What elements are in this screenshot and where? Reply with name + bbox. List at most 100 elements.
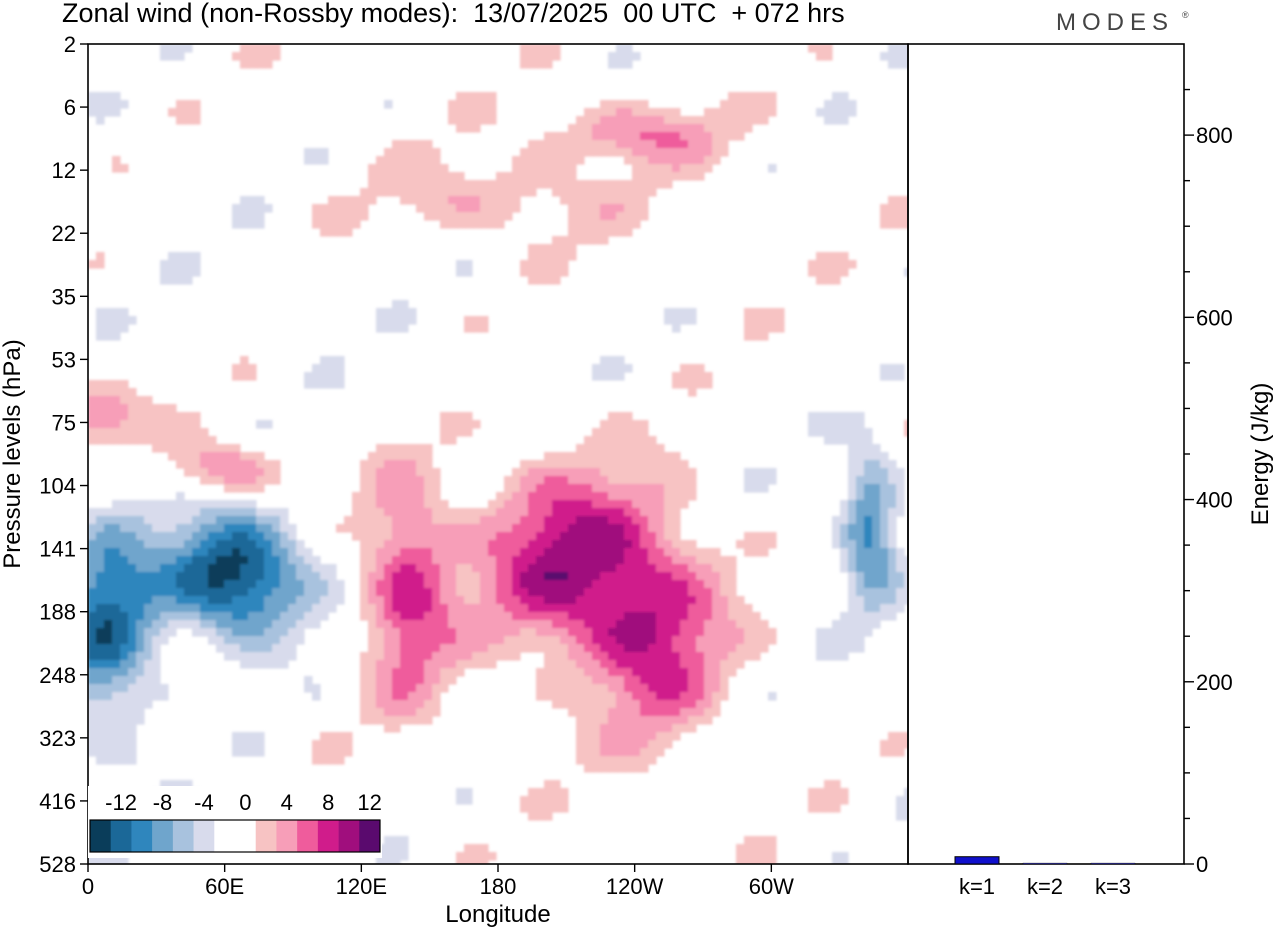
wind-cell <box>248 596 257 605</box>
wind-cell <box>592 140 601 149</box>
wind-cell <box>400 164 409 173</box>
y-tick-label: 416 <box>39 789 76 814</box>
wind-cell <box>192 580 201 589</box>
wind-cell <box>384 156 393 165</box>
wind-cell <box>424 636 433 645</box>
wind-cell <box>432 644 441 653</box>
wind-cell <box>360 652 369 661</box>
wind-cell <box>616 740 625 749</box>
wind-cell <box>696 380 705 389</box>
wind-cell <box>856 428 865 437</box>
wind-cell <box>608 628 617 637</box>
wind-cell <box>760 644 769 653</box>
wind-cell <box>840 652 849 661</box>
wind-cell <box>560 452 569 461</box>
wind-cell <box>368 660 377 669</box>
wind-cell <box>136 396 145 405</box>
wind-cell <box>768 860 777 864</box>
wind-cell <box>544 780 553 789</box>
wind-cell <box>856 452 865 461</box>
wind-cell <box>560 676 569 685</box>
wind-cell <box>496 172 505 181</box>
wind-cell <box>728 572 737 581</box>
wind-cell <box>888 372 897 381</box>
wind-cell <box>184 620 193 629</box>
wind-cell <box>848 516 857 525</box>
wind-cell <box>264 540 273 549</box>
wind-cell <box>648 612 657 621</box>
wind-cell <box>88 404 97 413</box>
wind-cell <box>128 540 137 549</box>
wind-cell <box>296 604 305 613</box>
wind-cell <box>600 532 609 541</box>
wind-cell <box>184 116 193 125</box>
wind-cell <box>448 548 457 557</box>
wind-cell <box>544 660 553 669</box>
wind-cell <box>440 500 449 509</box>
wind-cell <box>608 444 617 453</box>
wind-cell <box>896 748 905 757</box>
wind-cell <box>680 620 689 629</box>
wind-cell <box>536 148 545 157</box>
wind-cell <box>896 556 905 565</box>
wind-cell <box>88 108 97 117</box>
wind-cell <box>200 460 209 469</box>
wind-cell <box>648 124 657 133</box>
wind-cell <box>232 444 241 453</box>
wind-cell <box>704 620 713 629</box>
wind-cell <box>880 572 889 581</box>
wind-cell <box>400 716 409 725</box>
wind-cell <box>616 564 625 573</box>
wind-cell <box>672 460 681 469</box>
wind-cell <box>384 604 393 613</box>
wind-cell <box>744 108 753 117</box>
wind-cell <box>552 788 561 797</box>
wind-cell <box>712 612 721 621</box>
wind-cell <box>392 156 401 165</box>
wind-cell <box>392 508 401 517</box>
energy-bar <box>954 856 1000 865</box>
wind-cell <box>400 676 409 685</box>
wind-cell <box>760 548 769 557</box>
wind-cell <box>400 580 409 589</box>
wind-cell <box>600 484 609 493</box>
wind-cell <box>320 596 329 605</box>
wind-cell <box>408 620 417 629</box>
wind-cell <box>184 100 193 109</box>
wind-cell <box>240 596 249 605</box>
wind-cell <box>696 612 705 621</box>
wind-cell <box>88 676 97 685</box>
wind-cell <box>480 116 489 125</box>
wind-cell <box>360 564 369 573</box>
wind-cell <box>536 564 545 573</box>
wind-cell <box>696 692 705 701</box>
wind-cell <box>112 724 121 733</box>
wind-cell <box>600 140 609 149</box>
wind-cell <box>584 596 593 605</box>
wind-cell <box>216 532 225 541</box>
wind-cell <box>440 628 449 637</box>
wind-cell <box>640 140 649 149</box>
wind-cell <box>168 260 177 269</box>
wind-cell <box>264 532 273 541</box>
wind-cell <box>328 740 337 749</box>
wind-cell <box>432 548 441 557</box>
wind-cell <box>568 668 577 677</box>
wind-cell <box>152 404 161 413</box>
wind-cell <box>616 420 625 429</box>
wind-cell <box>752 116 761 125</box>
wind-cell <box>744 612 753 621</box>
wind-cell <box>120 684 129 693</box>
wind-cell <box>752 860 761 864</box>
wind-cell <box>840 252 849 261</box>
wind-cell <box>184 564 193 573</box>
wind-cell <box>688 468 697 477</box>
wind-cell <box>600 676 609 685</box>
wind-cell <box>536 516 545 525</box>
wind-cell <box>104 652 113 661</box>
wind-cell <box>664 732 673 741</box>
wind-cell <box>560 788 569 797</box>
wind-cell <box>336 364 345 373</box>
wind-cell <box>408 444 417 453</box>
wind-cell <box>848 564 857 573</box>
